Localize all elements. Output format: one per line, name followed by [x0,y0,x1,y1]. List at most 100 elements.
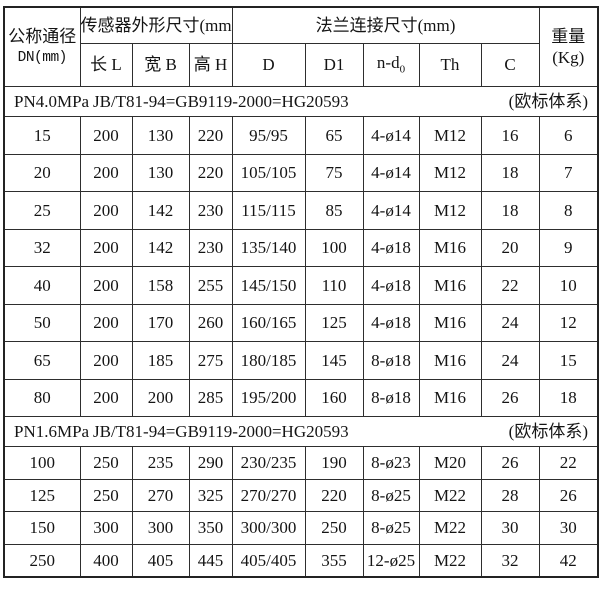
table-cell: 180/185 [231,341,306,380]
table-cell: 230 [188,191,233,230]
table-cell: 150 [3,511,81,545]
table-row: 250 400 405 445 405/405 355 12-ø25 M22 32 42 [3,543,599,578]
table-cell: 145/150 [231,266,306,305]
table-cell: 16 [480,116,540,155]
table-cell: 290 [188,446,233,480]
table-cell: 28 [480,478,540,512]
table-row: 20 200 130 220 105/105 75 4-ø14 M12 18 7 [3,153,599,192]
table-cell: 200 [131,378,190,417]
table-cell: 142 [131,191,190,230]
table-row: 150 300 300 350 300/300 250 8-ø25 M22 30 30 [3,511,599,545]
table-cell: M12 [418,116,482,155]
table-cell: 30 [538,511,599,545]
table-cell: 220 [188,153,233,192]
table-cell: 80 [3,378,81,417]
table-cell: 100 [3,446,81,480]
table-cell: 200 [79,266,133,305]
table-row: 32 200 142 230 135/140 100 4-ø18 M16 20 9 [3,228,599,267]
table-row: 65 200 185 275 180/185 145 8-ø18 M16 24 15 [3,341,599,380]
table-cell: 95/95 [231,116,306,155]
table-cell: 6 [538,116,599,155]
table-cell: 12-ø25 [362,543,420,578]
table-cell: 4-ø14 [362,153,420,192]
table-header: 公称通径 DN(mm) 传感器外形尺寸(mm) 法兰连接尺寸(mm) 重量 (K… [3,6,599,87]
table-cell: 220 [188,116,233,155]
header-row-sub: 长 L 宽 B 高 H D D1 n-d0 Th C [4,43,598,87]
standard-system-note: (欧标体系) [508,421,588,441]
section-cell: PN4.0MPa JB/T81-94=GB9119-2000=HG20593 (欧标… [3,86,599,117]
table-cell: 32 [3,228,81,267]
table-cell: 22 [538,446,599,480]
table-cell: 230 [188,228,233,267]
header-nominal-diameter-label: 公称通径 [8,26,77,46]
table-cell: 260 [188,303,233,342]
header-dn-unit-label: DN(mm) [17,49,68,66]
table-cell: 4-ø18 [362,303,420,342]
table-cell: 200 [79,341,133,380]
table-row: 100 250 235 290 230/235 190 8-ø23 M20 26 22 [3,446,599,480]
table-cell: 405/405 [231,543,306,578]
header-weight: 重量 (Kg) [538,6,599,87]
table-cell: 200 [79,153,133,192]
table-cell: 4-ø14 [362,191,420,230]
table-cell: 170 [131,303,190,342]
table-cell: 160/165 [231,303,306,342]
table-cell: 26 [480,378,540,417]
header-n-d0-text: n-d [376,53,400,73]
table-cell: 130 [131,153,190,192]
header-d: D [231,43,306,87]
table-cell: M12 [418,191,482,230]
table-cell: 12 [538,303,599,342]
table-cell: M22 [418,511,482,545]
table-cell: 8-ø18 [362,378,420,417]
header-d1: D1 [304,43,364,87]
table-cell: M16 [418,378,482,417]
header-height-h: 高 H [188,43,233,87]
table-cell: 9 [538,228,599,267]
table-cell: M16 [418,228,482,267]
table-cell: 18 [480,153,540,192]
table-cell: M22 [418,543,482,578]
table-cell: 8-ø25 [362,511,420,545]
table-cell: 220 [304,478,364,512]
table-row: 125 250 270 325 270/270 220 8-ø25 M22 28 26 [3,478,599,512]
table-cell: 115/115 [231,191,306,230]
table-cell: 325 [188,478,233,512]
table-cell: 15 [538,341,599,380]
table-cell: 300 [79,511,133,545]
table-cell: 20 [480,228,540,267]
table-cell: 32 [480,543,540,578]
table-cell: 125 [304,303,364,342]
standard-reference-label: JB/T81-94=GB9119-2000=HG20593 [93,421,349,441]
table-cell: 355 [304,543,364,578]
table-cell: 50 [3,303,81,342]
table-cell: M20 [418,446,482,480]
table-cell: 125 [3,478,81,512]
header-n-d0-subscript: 0 [399,63,406,76]
table-cell: 8-ø18 [362,341,420,380]
table-row: 15 200 130 220 95/95 65 4-ø14 M12 16 6 [3,116,599,155]
table-cell: 190 [304,446,364,480]
table-cell: 4-ø18 [362,228,420,267]
header-weight-label: 重量 [551,26,586,46]
table-cell: 200 [79,303,133,342]
table-cell: 135/140 [231,228,306,267]
page: 公称通径 DN(mm) 传感器外形尺寸(mm) 法兰连接尺寸(mm) 重量 (K… [3,6,599,578]
table-cell: 18 [480,191,540,230]
table-cell: 105/105 [231,153,306,192]
header-th: Th [418,43,482,87]
table-cell: 18 [538,378,599,417]
header-length-l: 长 L [79,43,133,87]
table-cell: 250 [304,511,364,545]
table-cell: 185 [131,341,190,380]
table-cell: 75 [304,153,364,192]
table-cell: 230/235 [231,446,306,480]
table-cell: 400 [79,543,133,578]
section-row: PN4.0MPa JB/T81-94=GB9119-2000=HG20593 (欧标… [3,86,599,117]
table-cell: 25 [3,191,81,230]
header-row-groups: 公称通径 DN(mm) 传感器外形尺寸(mm) 法兰连接尺寸(mm) 重量 (K… [3,6,599,87]
table-cell: M16 [418,266,482,305]
header-sensor-dimensions-group: 传感器外形尺寸(mm) [79,6,233,44]
table-cell: 40 [3,266,81,305]
table-cell: 10 [538,266,599,305]
